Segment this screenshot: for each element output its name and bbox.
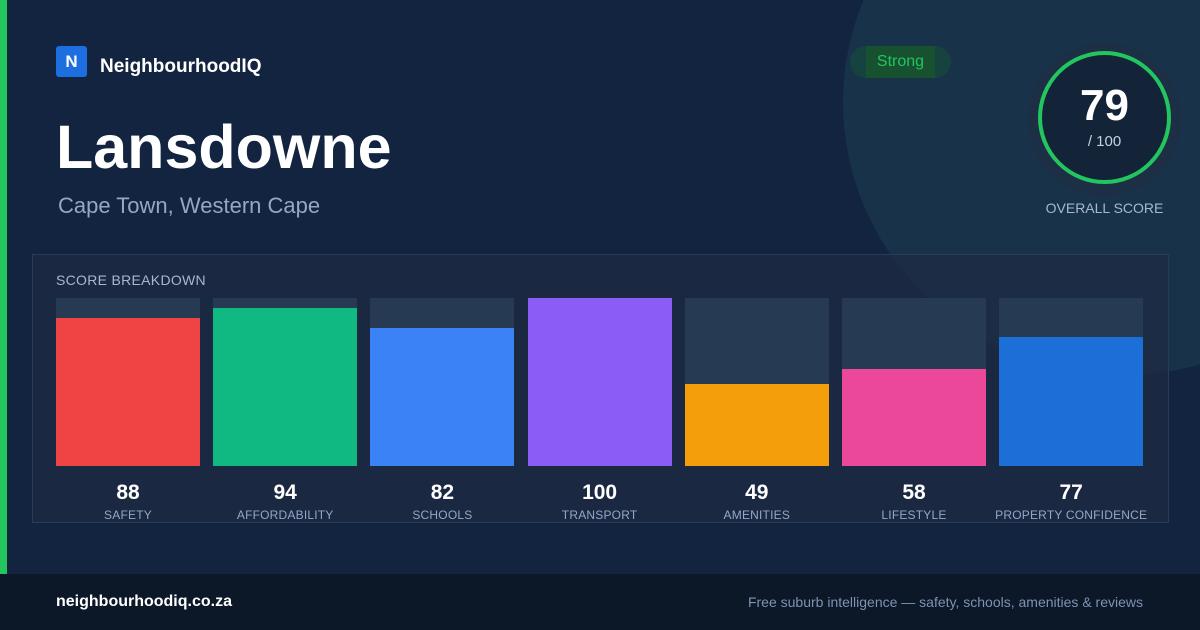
score-bar-fill xyxy=(56,318,200,466)
overall-score-ring: 79 / 100 xyxy=(1028,43,1181,196)
score-bar-fill xyxy=(213,308,358,466)
score-bar-value: 77 xyxy=(1059,481,1083,504)
overall-score-ring-line xyxy=(1038,51,1171,184)
score-bar-safety: 88 SAFETY xyxy=(56,298,200,523)
score-bar-fill xyxy=(684,383,829,466)
score-bar-schools: 82 SCHOOLS xyxy=(370,298,515,523)
brand-logo-icon: N xyxy=(56,46,87,77)
rating-badge-highlight xyxy=(866,46,935,78)
score-bar-track xyxy=(370,298,515,466)
score-bar-track xyxy=(684,298,829,466)
score-bar-label: PROPERTY CONFIDENCE xyxy=(995,508,1148,522)
suburb-title: Lansdowne xyxy=(56,113,392,181)
score-bar-label: LIFESTYLE xyxy=(881,508,947,522)
score-bar-value: 82 xyxy=(430,481,455,504)
score-bar-affordability: 94 AFFORDABILITY xyxy=(213,298,358,523)
score-bar-fill xyxy=(370,328,515,466)
rating-badge-label: Strong xyxy=(876,53,925,70)
score-bar-label: SAFETY xyxy=(104,508,152,522)
score-bar-property-confidence: 77 PROPERTY CONFIDENCE xyxy=(995,298,1147,523)
score-bar-label: AMENITIES xyxy=(723,508,791,522)
score-bar-amenities: 49 AMENITIES xyxy=(684,298,829,523)
score-bar-label: AFFORDABILITY xyxy=(236,508,334,522)
brand: N NeighbourhoodIQ xyxy=(56,46,261,77)
score-bar-lifestyle: 58 LIFESTYLE xyxy=(842,298,986,523)
score-bar-value: 58 xyxy=(902,481,926,504)
score-bar-label: SCHOOLS xyxy=(412,508,473,522)
overall-score-label: OVERALL SCORE xyxy=(1045,200,1164,216)
suburb-location: Cape Town, Western Cape xyxy=(58,193,321,218)
score-bar-transport: 100 TRANSPORT xyxy=(527,298,672,523)
score-bar-fill xyxy=(527,298,672,466)
score-bar-fill xyxy=(842,368,986,466)
score-breakdown-title: SCORE BREAKDOWN xyxy=(56,272,206,288)
score-bar-value: 94 xyxy=(273,481,297,504)
score-bar-track xyxy=(842,298,986,466)
score-bar-value: 100 xyxy=(582,481,618,504)
overall-score-max: / 100 xyxy=(1087,133,1122,150)
footer-domain: neighbourhoodiq.co.za xyxy=(56,593,232,610)
score-bar-fill xyxy=(999,336,1144,466)
score-breakdown-panel: SCORE BREAKDOWN 88 SAFETY 94 AFFORDABILITY 8… xyxy=(32,254,1169,523)
score-bar-label: TRANSPORT xyxy=(561,508,638,522)
score-bar-value: 88 xyxy=(116,481,140,504)
score-bar-track xyxy=(213,298,358,466)
footer: neighbourhoodiq.co.za Free suburb intell… xyxy=(0,574,1200,630)
score-bar-track xyxy=(56,298,200,466)
rating-badge: Strong xyxy=(850,46,951,78)
accent-bar xyxy=(0,0,7,574)
footer-tagline: Free suburb intelligence — safety, schoo… xyxy=(747,594,1143,610)
overall-score-value: 79 xyxy=(1080,81,1129,130)
score-bar-value: 49 xyxy=(745,481,769,504)
score-bar-track xyxy=(527,298,672,466)
score-bar-track xyxy=(999,298,1144,466)
brand-name: NeighbourhoodIQ xyxy=(100,55,262,77)
